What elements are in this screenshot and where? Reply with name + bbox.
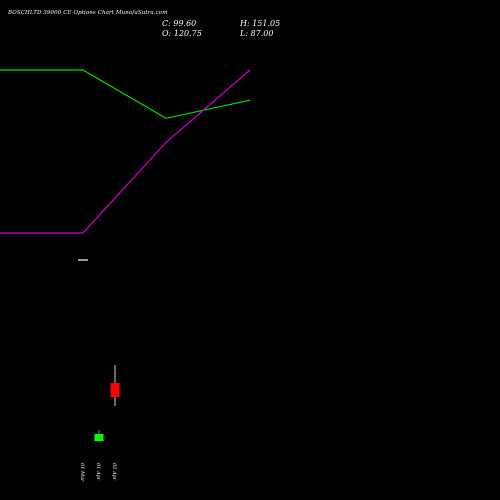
x-tick-02-apr: 02 Apr — [111, 463, 117, 481]
candle-body-02-apr — [110, 383, 120, 397]
close-value: C: 99.60 — [162, 19, 197, 28]
x-tick-01-apr: 01 Apr — [95, 463, 101, 481]
high-value: H: 151.05 — [240, 19, 281, 28]
candle-body-01-apr — [94, 434, 104, 441]
indicator-lines — [0, 69, 251, 234]
open-value: O: 120.75 — [162, 29, 202, 38]
x-tick-01-mar: 01 Mar — [79, 463, 85, 482]
low-value: L: 87.00 — [240, 29, 274, 38]
green-indicator-line — [0, 69, 251, 119]
chart-title: BOSCHLTD 39000 CE Options Chart MunafaSu… — [8, 10, 168, 16]
candles — [94, 365, 120, 441]
purple-indicator-line — [0, 69, 251, 234]
